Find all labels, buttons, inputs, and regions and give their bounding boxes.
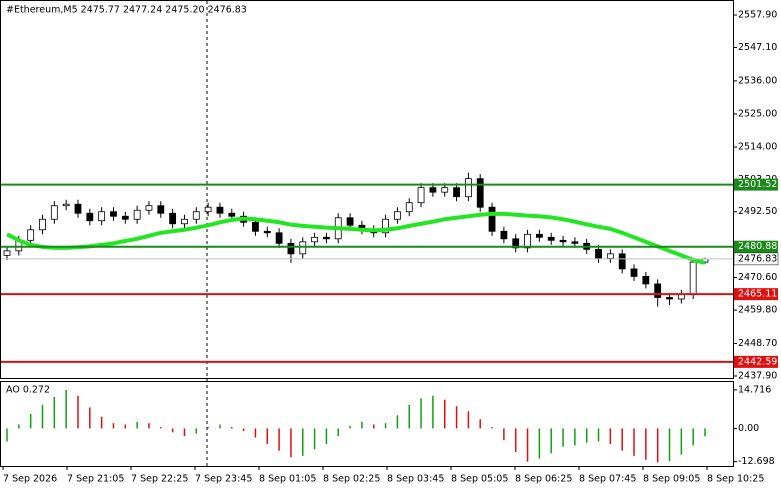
candle-body bbox=[488, 206, 496, 232]
chart-title: #Ethereum,M5 2475.77 2477.24 2475.20 247… bbox=[6, 5, 247, 16]
candle-body bbox=[535, 233, 543, 238]
candle-body bbox=[441, 187, 449, 193]
candle-body bbox=[27, 229, 35, 241]
candle-body bbox=[547, 236, 555, 241]
y-tick-label: -12.698 bbox=[738, 456, 775, 467]
candle-body bbox=[559, 239, 567, 243]
y-tick-label: 2492.50 bbox=[738, 206, 777, 217]
level-label: 2465.11 bbox=[738, 289, 777, 300]
level-label: 2442.59 bbox=[738, 356, 777, 367]
candle-body bbox=[157, 205, 165, 214]
candle-body bbox=[571, 241, 579, 244]
y-tick-label: 2536.00 bbox=[738, 75, 777, 86]
candle-body bbox=[287, 242, 295, 255]
y-tick-label: 2514.00 bbox=[738, 142, 777, 153]
candle-body bbox=[98, 211, 106, 222]
candle-body bbox=[677, 294, 685, 300]
candle-body bbox=[311, 236, 318, 243]
y-tick-label: 2448.70 bbox=[738, 338, 777, 349]
ao-panel bbox=[0, 381, 734, 467]
level-label: 2480.88 bbox=[738, 241, 777, 252]
y-tick-label: 2525.00 bbox=[738, 108, 777, 119]
candle-body bbox=[524, 233, 531, 249]
level-label: 2501.52 bbox=[738, 179, 777, 190]
candle-body bbox=[654, 283, 662, 298]
y-tick-label: 2547.10 bbox=[738, 42, 777, 53]
x-tick-label: 8 Sep 09:05 bbox=[643, 474, 700, 485]
candle-body bbox=[500, 230, 508, 240]
candle-body bbox=[299, 241, 307, 255]
level-label-box bbox=[734, 178, 778, 191]
candle-body bbox=[476, 178, 484, 208]
candle-body bbox=[121, 215, 129, 220]
x-tick-label: 7 Sep 23:45 bbox=[195, 474, 252, 485]
candle-body bbox=[405, 202, 413, 213]
current-price-box bbox=[733, 252, 779, 266]
candle-body bbox=[464, 178, 472, 198]
y-tick-label: 2437.90 bbox=[738, 370, 777, 381]
x-tick-label: 8 Sep 06:25 bbox=[515, 474, 572, 485]
candle-body bbox=[618, 253, 626, 270]
candle-body bbox=[110, 211, 117, 217]
candle-body bbox=[606, 253, 614, 259]
candle-body bbox=[642, 276, 650, 285]
candle-body bbox=[512, 238, 520, 249]
candle-body bbox=[133, 209, 141, 220]
candle-body bbox=[181, 218, 188, 225]
y-tick-label: 14.716 bbox=[738, 384, 771, 395]
candle-body bbox=[86, 212, 94, 222]
y-tick-label: 0.00 bbox=[738, 423, 759, 434]
candle-body bbox=[3, 250, 11, 256]
x-tick-label: 7 Sep 21:05 bbox=[67, 474, 124, 485]
candle-body bbox=[453, 187, 460, 198]
candle-body bbox=[382, 218, 389, 234]
candle-body bbox=[346, 217, 354, 226]
y-tick-label: 2459.80 bbox=[738, 305, 777, 316]
candle-body bbox=[394, 211, 401, 220]
candle-body bbox=[429, 187, 437, 193]
candle-body bbox=[216, 206, 224, 214]
candle-body bbox=[275, 232, 283, 244]
main-panel bbox=[0, 0, 734, 379]
candle-body bbox=[39, 218, 46, 231]
candle-body bbox=[169, 212, 177, 225]
level-label-box bbox=[734, 355, 778, 368]
candle-body bbox=[323, 236, 330, 240]
level-label-box bbox=[734, 288, 778, 301]
candle-body bbox=[689, 261, 697, 295]
x-tick-label: 8 Sep 05:05 bbox=[451, 474, 508, 485]
candle-body bbox=[595, 248, 602, 259]
level-label-box bbox=[734, 240, 778, 253]
y-tick-label: 2470.60 bbox=[738, 272, 777, 283]
candle-body bbox=[145, 205, 153, 211]
candle-body bbox=[417, 187, 425, 204]
candle-body bbox=[252, 221, 259, 232]
x-tick-label: 8 Sep 07:45 bbox=[579, 474, 636, 485]
candle-body bbox=[630, 268, 638, 277]
candle-body bbox=[666, 297, 673, 300]
x-tick-label: 7 Sep 2026 bbox=[3, 474, 57, 485]
x-tick-label: 8 Sep 10:25 bbox=[707, 474, 764, 485]
candle-body bbox=[50, 205, 58, 220]
candle-body bbox=[62, 203, 70, 207]
x-tick-label: 8 Sep 01:05 bbox=[259, 474, 316, 485]
candle-body bbox=[74, 203, 82, 214]
moving-average bbox=[6, 211, 706, 265]
x-tick-label: 8 Sep 02:25 bbox=[323, 474, 380, 485]
candle-body bbox=[192, 211, 200, 220]
x-tick-label: 7 Sep 22:25 bbox=[131, 474, 188, 485]
candle-body bbox=[263, 230, 271, 234]
candle-body bbox=[228, 212, 236, 217]
candle-body bbox=[204, 206, 212, 213]
y-tick-label: 2557.90 bbox=[738, 9, 777, 20]
ao-title: AO 0.272 bbox=[6, 385, 50, 396]
x-tick-label: 8 Sep 03:45 bbox=[387, 474, 444, 485]
current-price-label: 2476.83 bbox=[738, 253, 777, 264]
